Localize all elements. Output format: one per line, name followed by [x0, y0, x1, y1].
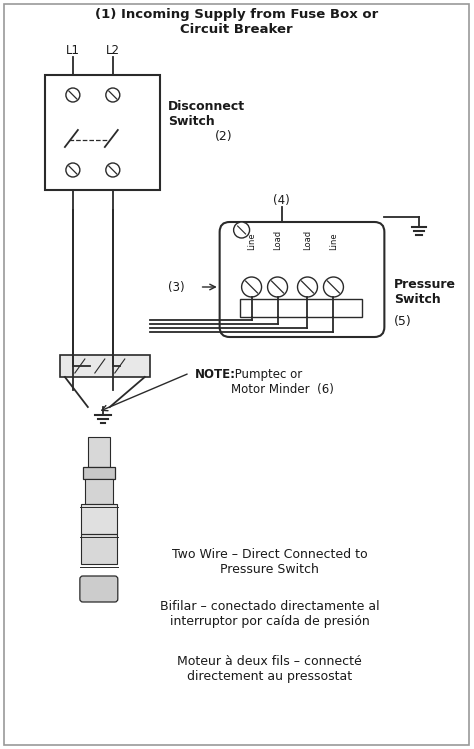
- Text: (4): (4): [273, 194, 290, 207]
- Text: (1) Incoming Supply from Fuse Box or
Circuit Breaker: (1) Incoming Supply from Fuse Box or Cir…: [95, 8, 378, 36]
- Bar: [45, 75, 160, 190]
- Bar: [60, 355, 150, 377]
- Circle shape: [242, 277, 262, 297]
- Text: NOTE:: NOTE:: [195, 368, 236, 381]
- Bar: [240, 299, 363, 317]
- Text: Load: Load: [273, 230, 282, 250]
- Text: Disconnect
Switch: Disconnect Switch: [168, 100, 245, 128]
- Circle shape: [298, 277, 318, 297]
- Text: Load: Load: [303, 230, 312, 250]
- Text: Moteur à deux fils – connecté
directement au pressostat: Moteur à deux fils – connecté directemen…: [177, 655, 362, 683]
- Circle shape: [106, 88, 120, 102]
- Bar: [81, 504, 117, 534]
- Text: L1: L1: [66, 44, 80, 57]
- Text: L2: L2: [106, 44, 120, 57]
- FancyBboxPatch shape: [80, 576, 118, 602]
- Bar: [88, 437, 110, 467]
- Text: (5): (5): [394, 315, 412, 329]
- Circle shape: [66, 163, 80, 177]
- Circle shape: [66, 88, 80, 102]
- Text: Bifilar – conectado directamente al
interruptor por caída de presión: Bifilar – conectado directamente al inte…: [160, 600, 379, 628]
- Circle shape: [106, 163, 120, 177]
- Text: Two Wire – Direct Connected to
Pressure Switch: Two Wire – Direct Connected to Pressure …: [172, 548, 367, 576]
- Text: Pressure
Switch: Pressure Switch: [394, 278, 456, 306]
- Text: (3): (3): [168, 280, 185, 294]
- Bar: [85, 479, 113, 504]
- Text: Line: Line: [329, 232, 338, 250]
- Text: Pumptec or
Motor Minder  (6): Pumptec or Motor Minder (6): [231, 368, 334, 396]
- Circle shape: [234, 222, 250, 238]
- Text: (2): (2): [215, 130, 232, 143]
- Bar: [81, 534, 117, 564]
- FancyBboxPatch shape: [219, 222, 384, 337]
- Text: Line: Line: [247, 232, 256, 250]
- Circle shape: [323, 277, 344, 297]
- Circle shape: [267, 277, 288, 297]
- Bar: [83, 467, 115, 479]
